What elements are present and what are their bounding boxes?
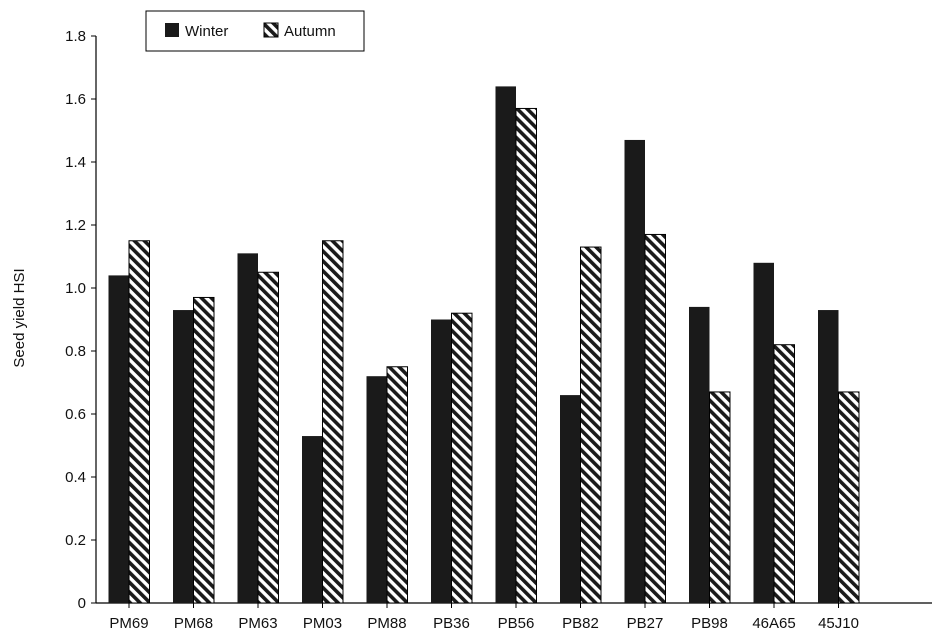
- x-tick-label: PB36: [433, 615, 470, 632]
- bar-winter-pm68: [173, 310, 194, 603]
- bar-autumn-pm88: [386, 366, 408, 604]
- y-tick-label: 1.2: [65, 217, 86, 234]
- legend-box: [145, 10, 365, 52]
- x-tick-label: PB82: [562, 615, 599, 632]
- y-tick-label: 1.0: [65, 280, 86, 297]
- bar-autumn-pb36: [451, 312, 473, 604]
- bar-winter-pb82: [560, 395, 581, 603]
- y-tick-label: 0.8: [65, 343, 86, 360]
- y-tick-labels: 0 0.2 0.4 0.6 0.8 1.0 1.2 1.4 1.6 1.8: [65, 28, 86, 612]
- x-tick-label: PB56: [498, 615, 535, 632]
- bar-autumn-pb56: [515, 107, 537, 604]
- y-tick-label: 1.4: [65, 154, 86, 171]
- legend-label-autumn: Autumn: [284, 23, 336, 40]
- x-tick-label: PM88: [367, 615, 406, 632]
- bar-autumn-pb82: [580, 246, 602, 604]
- legend-swatch-autumn: [263, 22, 279, 38]
- bar-winter-pb27: [624, 139, 645, 603]
- x-tick-label: 46A65: [752, 615, 795, 632]
- bar-autumn-pb27: [644, 233, 666, 604]
- x-tick-label: PM69: [109, 615, 148, 632]
- y-tick-label: 0.6: [65, 406, 86, 423]
- bar-autumn-45j10: [838, 391, 860, 604]
- bar-autumn-pm63: [257, 271, 279, 604]
- y-tick-label: 0.2: [65, 532, 86, 549]
- bar-autumn-pm69: [128, 240, 150, 604]
- bar-autumn-pb98: [709, 391, 731, 604]
- bar-winter-pm69: [108, 275, 129, 603]
- legend-label-winter: Winter: [185, 23, 228, 40]
- bar-winter-45j10: [818, 310, 839, 603]
- bar-autumn-pm03: [322, 240, 344, 604]
- bar-winter-pm03: [302, 436, 323, 603]
- legend-swatch-winter: [165, 23, 179, 37]
- bar-winter-pb98: [689, 306, 710, 603]
- bar-winter-pb56: [495, 86, 516, 603]
- x-tick-labels: PM69 PM68 PM63 PM03 PM88 PB36 PB56 PB82 PB27 PB98…: [109, 615, 859, 632]
- y-tick-label: 0.4: [65, 469, 86, 486]
- bar-winter-pb36: [431, 319, 452, 603]
- legend: Winter Autumn: [145, 10, 365, 52]
- x-tick-label: PB98: [691, 615, 728, 632]
- bar-winter-46a65: [753, 262, 774, 603]
- bar-winter-pm88: [366, 376, 387, 603]
- x-tick-label: PM63: [238, 615, 277, 632]
- bars: [108, 86, 860, 604]
- bar-autumn-46a65: [773, 344, 795, 604]
- x-tick-label: PM03: [303, 615, 342, 632]
- bar-winter-pm63: [237, 253, 258, 603]
- y-tick-label: 1.8: [65, 28, 86, 45]
- y-axis-title: Seed yield HSI: [11, 268, 28, 367]
- y-tick-label: 0: [78, 595, 86, 612]
- bar-autumn-pm68: [193, 296, 215, 604]
- x-tick-label: 45J10: [818, 615, 859, 632]
- y-tick-label: 1.6: [65, 91, 86, 108]
- x-tick-label: PB27: [627, 615, 664, 632]
- x-tick-label: PM68: [174, 615, 213, 632]
